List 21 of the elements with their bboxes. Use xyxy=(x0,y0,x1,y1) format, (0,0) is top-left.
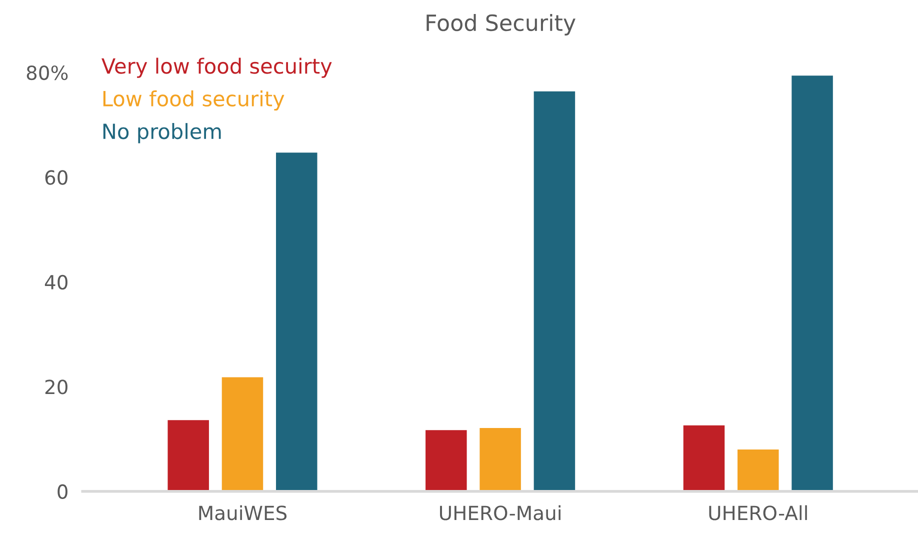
text: Very low food secuirty xyxy=(102,58,332,78)
bar xyxy=(683,425,725,492)
x-tick-label: UHERO-All xyxy=(709,505,807,520)
text: No problem xyxy=(103,123,221,144)
y-tick-label: 80% xyxy=(26,65,68,80)
y-tick-label: 40 xyxy=(44,274,68,290)
bar xyxy=(168,420,209,492)
x-tick-label: UHERO-Maui xyxy=(440,505,560,520)
bar xyxy=(534,91,576,492)
bar xyxy=(426,430,467,492)
y-tick-label: 0 xyxy=(58,484,68,500)
y-tick-label: 60 xyxy=(45,170,68,185)
bar xyxy=(792,76,833,492)
bar xyxy=(480,428,521,492)
x-tick-label: MauiWES xyxy=(199,505,287,520)
bar xyxy=(276,152,318,492)
chart-title: Food Security xyxy=(426,14,576,36)
y-tick-label: 20 xyxy=(45,380,68,394)
text: Low food security xyxy=(103,90,284,111)
bar xyxy=(222,377,264,492)
bar xyxy=(738,449,779,492)
